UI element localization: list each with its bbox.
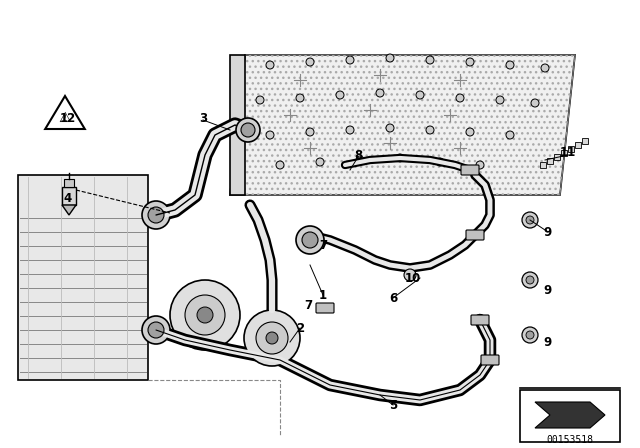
Circle shape bbox=[522, 272, 538, 288]
Bar bbox=[547, 158, 553, 164]
Circle shape bbox=[306, 58, 314, 66]
Circle shape bbox=[526, 216, 534, 224]
Bar bbox=[62, 187, 76, 205]
Circle shape bbox=[476, 161, 484, 169]
Circle shape bbox=[148, 207, 164, 223]
Circle shape bbox=[244, 310, 300, 366]
Circle shape bbox=[426, 56, 434, 64]
Text: 6: 6 bbox=[389, 292, 397, 305]
Circle shape bbox=[266, 332, 278, 344]
Circle shape bbox=[256, 322, 288, 354]
Circle shape bbox=[396, 154, 404, 162]
Text: 8: 8 bbox=[354, 148, 362, 161]
Text: 9: 9 bbox=[544, 336, 552, 349]
Bar bbox=[540, 162, 546, 168]
Text: 7: 7 bbox=[304, 298, 312, 311]
Polygon shape bbox=[62, 205, 76, 215]
Circle shape bbox=[296, 226, 324, 254]
Circle shape bbox=[506, 61, 514, 69]
Text: 10: 10 bbox=[405, 271, 421, 284]
Circle shape bbox=[316, 158, 324, 166]
Circle shape bbox=[386, 54, 394, 62]
Text: 7: 7 bbox=[319, 238, 327, 251]
Circle shape bbox=[236, 118, 260, 142]
Text: ⚠: ⚠ bbox=[59, 111, 71, 125]
Bar bbox=[561, 150, 567, 156]
Circle shape bbox=[466, 58, 474, 66]
Bar bbox=[575, 142, 581, 148]
Bar bbox=[64, 179, 74, 187]
Circle shape bbox=[142, 201, 170, 229]
Circle shape bbox=[526, 331, 534, 339]
Circle shape bbox=[276, 161, 284, 169]
Circle shape bbox=[416, 91, 424, 99]
FancyBboxPatch shape bbox=[481, 355, 499, 365]
Polygon shape bbox=[230, 55, 575, 195]
Circle shape bbox=[526, 276, 534, 284]
Circle shape bbox=[266, 131, 274, 139]
Text: 11: 11 bbox=[560, 146, 576, 159]
Circle shape bbox=[404, 269, 416, 281]
Text: 4: 4 bbox=[64, 191, 72, 204]
Circle shape bbox=[531, 99, 539, 107]
Bar bbox=[582, 138, 588, 144]
Text: 9: 9 bbox=[544, 225, 552, 238]
Circle shape bbox=[185, 295, 225, 335]
Circle shape bbox=[336, 91, 344, 99]
Polygon shape bbox=[535, 402, 605, 428]
Circle shape bbox=[346, 126, 354, 134]
Circle shape bbox=[466, 128, 474, 136]
Circle shape bbox=[197, 307, 213, 323]
FancyBboxPatch shape bbox=[461, 165, 479, 175]
Circle shape bbox=[541, 64, 549, 72]
Circle shape bbox=[522, 327, 538, 343]
Circle shape bbox=[296, 94, 304, 102]
Circle shape bbox=[148, 322, 164, 338]
Circle shape bbox=[356, 156, 364, 164]
Circle shape bbox=[142, 316, 170, 344]
Text: 5: 5 bbox=[389, 399, 397, 412]
Text: 9: 9 bbox=[544, 284, 552, 297]
Circle shape bbox=[256, 96, 264, 104]
Bar bbox=[568, 146, 574, 152]
Circle shape bbox=[241, 123, 255, 137]
FancyBboxPatch shape bbox=[471, 315, 489, 325]
Bar bbox=[520, 390, 620, 442]
Circle shape bbox=[346, 56, 354, 64]
Bar bbox=[554, 154, 560, 160]
Text: 2: 2 bbox=[296, 322, 304, 335]
Text: 12: 12 bbox=[60, 112, 76, 125]
Circle shape bbox=[456, 94, 464, 102]
Polygon shape bbox=[230, 55, 245, 195]
Circle shape bbox=[436, 158, 444, 166]
Circle shape bbox=[386, 124, 394, 132]
Circle shape bbox=[170, 280, 240, 350]
Text: 00153518: 00153518 bbox=[547, 435, 593, 445]
Circle shape bbox=[376, 89, 384, 97]
Bar bbox=[18, 175, 148, 380]
Text: 1: 1 bbox=[319, 289, 327, 302]
Text: 3: 3 bbox=[199, 112, 207, 125]
Circle shape bbox=[302, 232, 318, 248]
FancyBboxPatch shape bbox=[466, 230, 484, 240]
Circle shape bbox=[266, 61, 274, 69]
Circle shape bbox=[426, 126, 434, 134]
FancyBboxPatch shape bbox=[316, 303, 334, 313]
Circle shape bbox=[522, 212, 538, 228]
Circle shape bbox=[506, 131, 514, 139]
Circle shape bbox=[306, 128, 314, 136]
Circle shape bbox=[496, 96, 504, 104]
